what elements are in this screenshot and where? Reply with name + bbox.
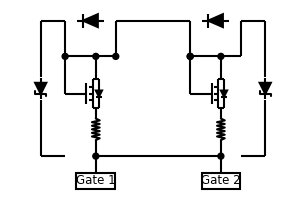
Circle shape — [62, 53, 68, 59]
Circle shape — [93, 53, 99, 59]
Circle shape — [218, 53, 224, 59]
Circle shape — [218, 153, 224, 159]
Polygon shape — [260, 83, 271, 94]
Polygon shape — [96, 91, 102, 97]
Polygon shape — [208, 14, 223, 27]
FancyBboxPatch shape — [76, 173, 115, 189]
Polygon shape — [221, 91, 227, 97]
Text: Gate 2: Gate 2 — [201, 174, 241, 187]
Circle shape — [113, 53, 119, 59]
Text: Gate 1: Gate 1 — [76, 174, 116, 187]
Circle shape — [93, 153, 99, 159]
Polygon shape — [35, 83, 46, 94]
Circle shape — [187, 53, 193, 59]
FancyBboxPatch shape — [202, 173, 240, 189]
Circle shape — [187, 53, 193, 59]
Polygon shape — [83, 14, 98, 27]
